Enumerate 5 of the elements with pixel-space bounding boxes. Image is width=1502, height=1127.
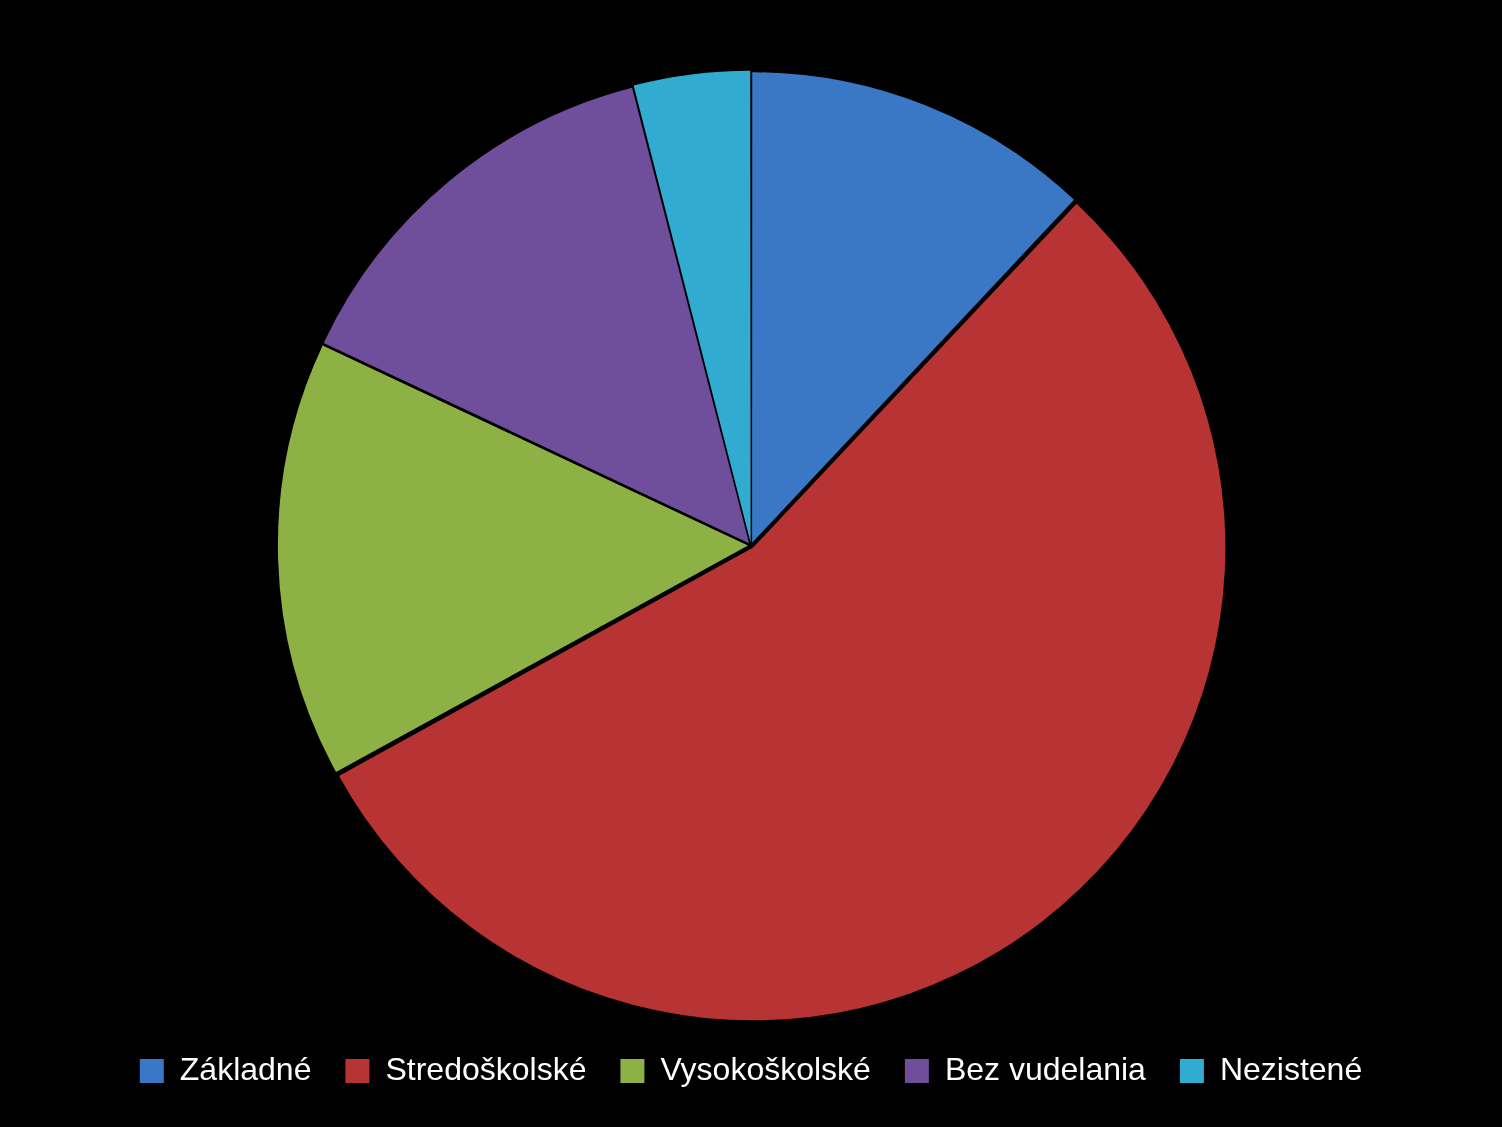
legend-label: Nezistené [1219, 1050, 1363, 1087]
legend-label: Bez vudelania [944, 1050, 1147, 1087]
legend-label: Vysokoškolské [660, 1050, 871, 1087]
legend-label: Stredoškolské [385, 1050, 587, 1087]
legend-label: Základné [179, 1050, 312, 1087]
